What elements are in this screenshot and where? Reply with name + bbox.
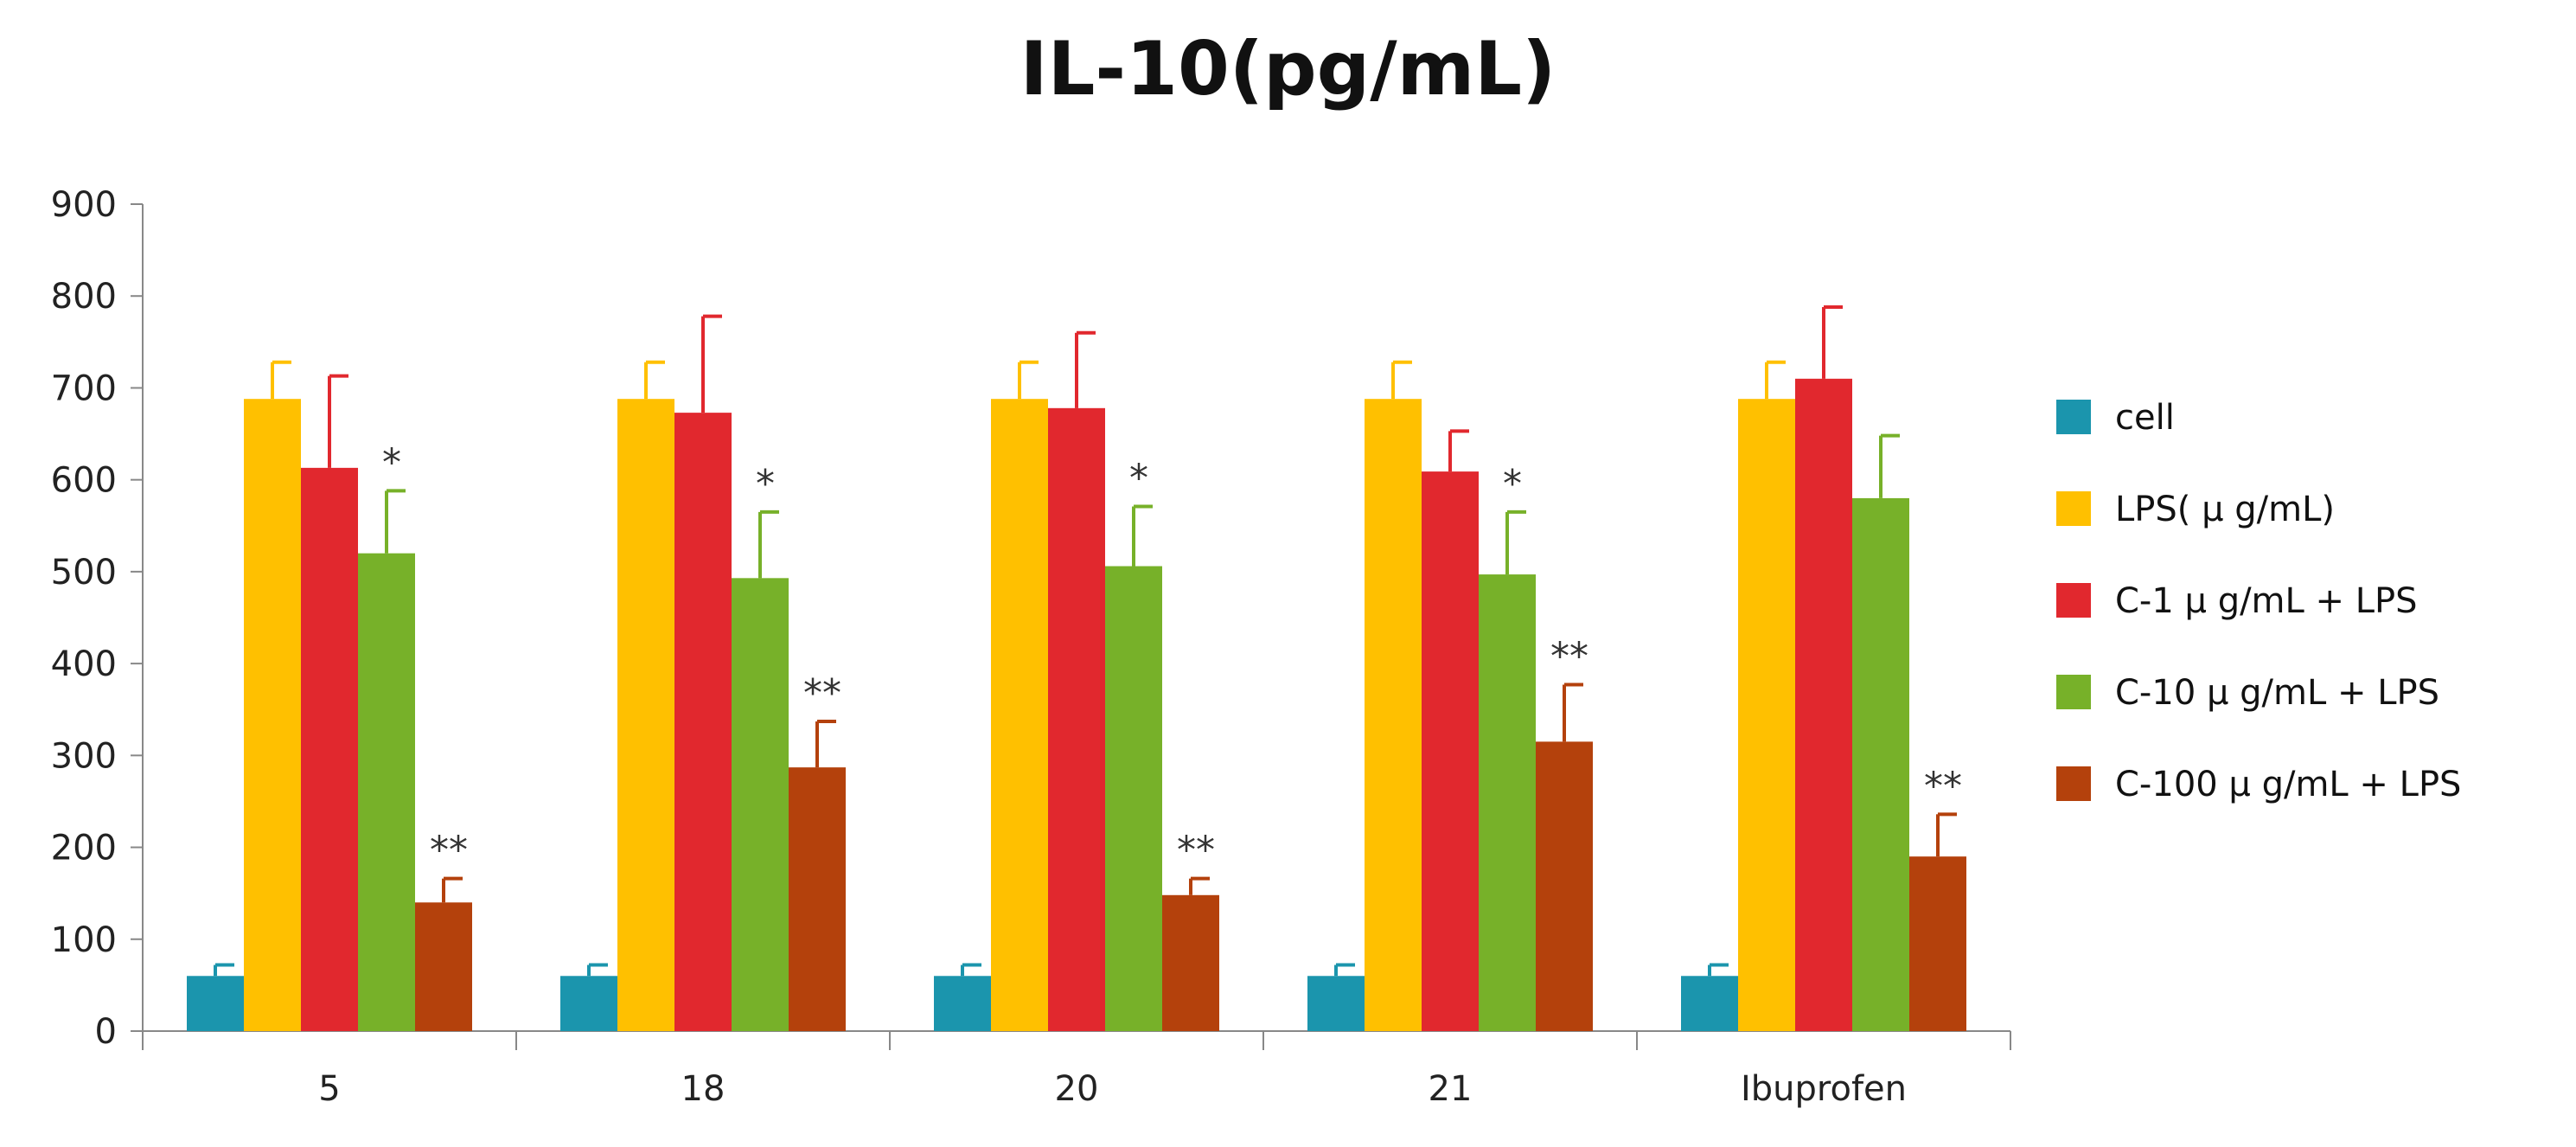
legend-item: cell: [2056, 398, 2175, 438]
error-bar: [1018, 360, 1039, 400]
y-tick-label: 900: [51, 185, 117, 225]
legend-item: C-10 μ g/mL + LPS: [2056, 673, 2439, 713]
error-bar: [1936, 812, 1957, 857]
error-bar: [644, 360, 665, 400]
error-bar: [961, 963, 981, 977]
bar: [415, 902, 472, 1031]
x-tick-label: 20: [1055, 1069, 1099, 1109]
bar: [1105, 566, 1162, 1031]
significance-label: **: [1550, 635, 1588, 679]
error-bar: [1391, 360, 1412, 400]
bar: [789, 767, 846, 1031]
bar: [1681, 976, 1738, 1031]
legend-swatch: [2056, 675, 2091, 709]
bar: [674, 413, 732, 1031]
bar: [1852, 497, 1909, 1031]
error-bar: [1448, 429, 1469, 472]
significance-label: **: [803, 671, 841, 715]
bar: [1365, 399, 1422, 1031]
y-tick-label: 700: [51, 368, 117, 408]
significance-label: *: [1129, 456, 1148, 500]
legend-label: C-10 μ g/mL + LPS: [2115, 673, 2439, 713]
significance-label: **: [1924, 764, 1962, 808]
significance-label: **: [430, 829, 468, 873]
error-bar: [758, 509, 779, 579]
y-tick-label: 600: [51, 461, 117, 501]
legend: cell LPS( μ g/mL) C-1 μ g/mL + LPS C-10 μ g…: [2056, 398, 2461, 804]
error-bar: [1334, 963, 1355, 977]
bar: [560, 976, 617, 1031]
significance-label: *: [1503, 462, 1522, 506]
bar: [1307, 976, 1365, 1031]
error-bar: [1822, 304, 1843, 379]
legend-label: C-1 μ g/mL + LPS: [2115, 581, 2418, 621]
error-bar: [385, 489, 406, 554]
bar: [1162, 894, 1219, 1031]
bar: [301, 467, 358, 1031]
significance-label: *: [382, 440, 401, 484]
x-axis: 5 18 20 21 Ibuprofen: [142, 1030, 2011, 1109]
legend-label: C-100 μ g/mL + LPS: [2115, 765, 2461, 804]
significance-markers: **************: [382, 440, 1962, 872]
legend-label: LPS( μ g/mL): [2115, 490, 2335, 529]
legend-swatch: [2056, 400, 2091, 434]
legend-swatch: [2056, 491, 2091, 526]
bar: [187, 976, 244, 1031]
x-tick-label: Ibuprofen: [1741, 1069, 1907, 1109]
bar: [1738, 399, 1795, 1031]
bar: [1909, 856, 1966, 1031]
significance-label: **: [1177, 829, 1215, 873]
bar: [991, 399, 1048, 1031]
bar: [1536, 741, 1593, 1031]
error-bar: [1879, 433, 1900, 498]
x-tick-label: 5: [318, 1069, 340, 1109]
bar: [1422, 471, 1479, 1031]
y-tick-label: 400: [51, 644, 117, 684]
bar: [1048, 407, 1105, 1031]
error-bar: [1132, 504, 1153, 567]
y-tick-label: 0: [95, 1012, 117, 1052]
bar: [934, 976, 991, 1031]
error-bar: [1708, 963, 1729, 977]
error-bar: [587, 963, 608, 977]
y-tick-label: 800: [51, 277, 117, 317]
y-tick-label: 100: [51, 920, 117, 960]
error-bars: [214, 304, 1957, 977]
legend-item: LPS( μ g/mL): [2056, 490, 2335, 529]
bar: [1479, 574, 1536, 1031]
error-bar: [214, 963, 234, 977]
error-bar: [1189, 876, 1210, 895]
bar: [732, 578, 789, 1031]
legend-label: cell: [2115, 398, 2175, 438]
error-bar: [442, 876, 463, 903]
y-tick-label: 500: [51, 553, 117, 593]
legend-item: C-100 μ g/mL + LPS: [2056, 765, 2461, 804]
error-bar: [1505, 509, 1526, 575]
bars: [187, 378, 1966, 1031]
bar: [358, 553, 415, 1031]
error-bar: [271, 360, 291, 400]
error-bar: [1563, 682, 1583, 742]
bar: [1795, 378, 1852, 1031]
bar: [244, 399, 301, 1031]
y-axis: 0 100 200 300 400 500 600 700 800 900: [51, 185, 144, 1052]
significance-label: *: [756, 462, 775, 506]
x-tick-label: 21: [1429, 1069, 1473, 1109]
error-bar: [815, 720, 836, 768]
x-tick-label: 18: [681, 1069, 725, 1109]
chart-title: IL-10(pg/mL): [1020, 26, 1556, 112]
legend-swatch: [2056, 766, 2091, 801]
y-tick-label: 300: [51, 736, 117, 776]
error-bar: [328, 374, 348, 468]
y-tick-label: 200: [51, 829, 117, 868]
error-bar: [1765, 360, 1786, 400]
error-bar: [1075, 330, 1096, 408]
error-bar: [701, 314, 722, 413]
legend-swatch: [2056, 583, 2091, 618]
legend-item: C-1 μ g/mL + LPS: [2056, 581, 2418, 621]
bar: [617, 399, 674, 1031]
